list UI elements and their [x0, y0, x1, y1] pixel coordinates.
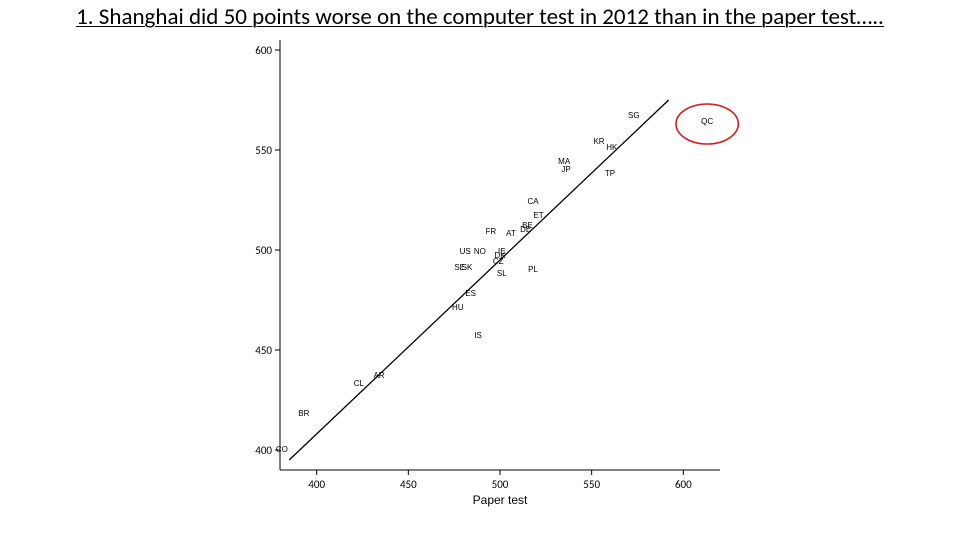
y-tick-label: 600 [255, 44, 272, 57]
data-point-label: SL [497, 269, 507, 278]
data-point-label: HU [452, 303, 464, 312]
data-point-label: SK [462, 263, 473, 272]
data-point-label: AR [373, 371, 384, 380]
data-point-label: IS [474, 331, 482, 340]
data-point-label: CA [527, 197, 539, 206]
data-point-label: CO [276, 445, 288, 454]
x-tick-label: 600 [675, 478, 692, 491]
x-axis-label: Paper test [473, 493, 528, 507]
y-tick-label: 450 [255, 344, 272, 357]
data-point-label: FR [485, 227, 496, 236]
data-point-label: SG [628, 111, 640, 120]
scatter-chart: 400 450 500 550 600 400 450 500 550 600 Paper test… [0, 30, 960, 510]
data-point-label: CL [354, 379, 365, 388]
data-point-label: DK [494, 251, 506, 260]
x-tick-label: 400 [308, 478, 325, 491]
data-point-label: BE [522, 221, 533, 230]
x-tick-label: 500 [492, 478, 509, 491]
data-point-label: PL [528, 265, 538, 274]
y-tick-label: 400 [255, 444, 272, 457]
data-point-label: HK [606, 143, 618, 152]
y-tick-label: 500 [255, 244, 272, 257]
x-tick-label: 450 [400, 478, 417, 491]
data-point-label: MA [558, 157, 571, 166]
data-point-label: KR [593, 137, 604, 146]
y-tick-label: 550 [255, 144, 272, 157]
fit-line [289, 100, 668, 460]
data-point-label: QC [701, 117, 713, 126]
data-point-label: NO [474, 247, 486, 256]
data-point-label: JP [561, 165, 570, 174]
data-point-label: TP [605, 169, 615, 178]
data-point-label: ES [465, 289, 476, 298]
slide-title: 1. Shanghai did 50 points worse on the c… [0, 0, 960, 30]
data-point-label: BR [298, 409, 309, 418]
x-tick-label: 550 [583, 478, 600, 491]
data-point-label: ET [533, 211, 543, 220]
chart-svg: 400 450 500 550 600 400 450 500 550 600 Paper test… [220, 30, 740, 510]
data-point-label: US [460, 247, 471, 256]
data-point-label: AT [506, 229, 516, 238]
